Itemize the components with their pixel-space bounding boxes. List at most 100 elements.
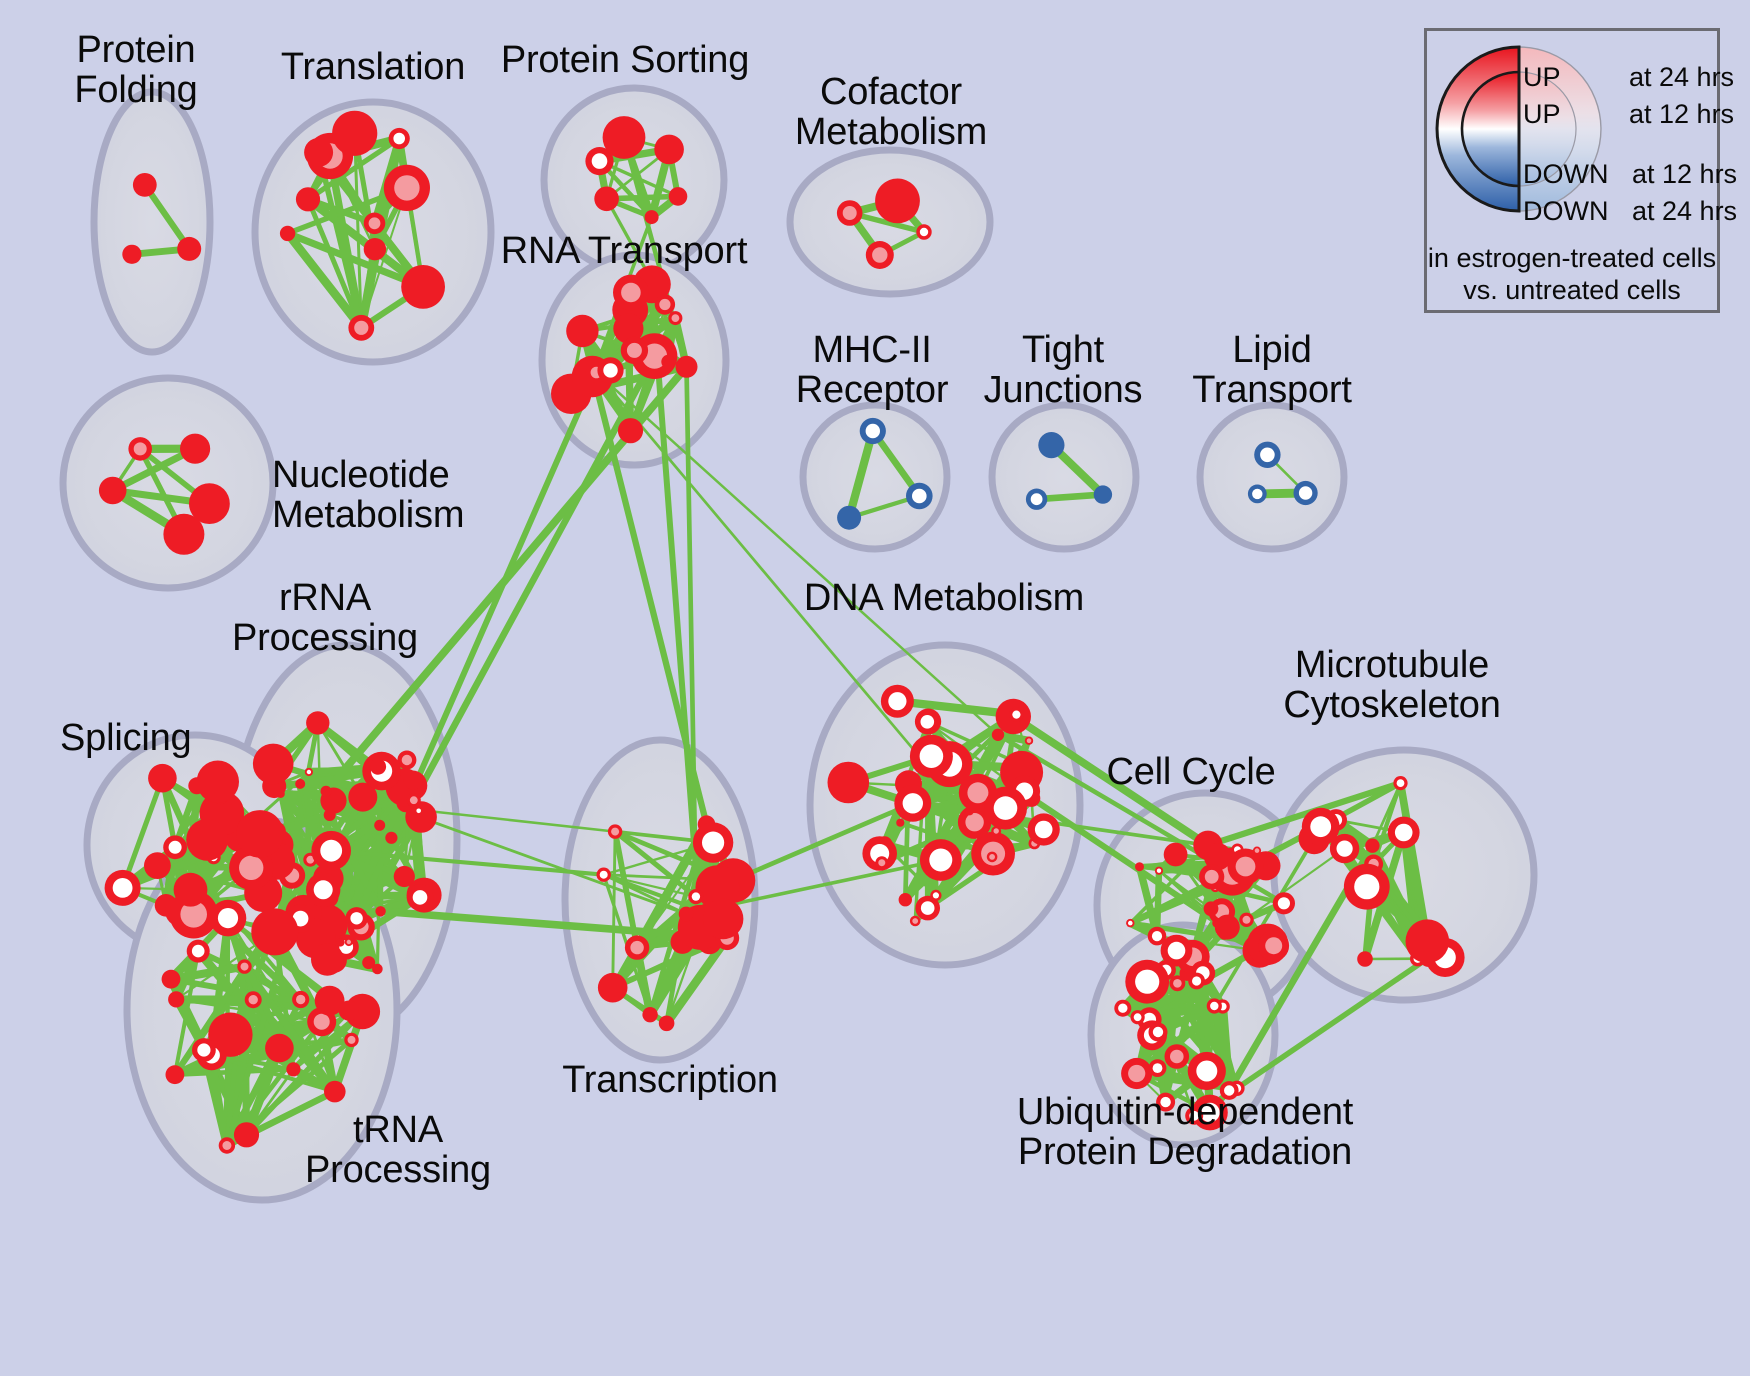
- edge: [1157, 869, 1213, 910]
- node-dna-metabolism: [1027, 813, 1060, 846]
- edge: [172, 949, 201, 1077]
- node-inner-disk: [313, 880, 333, 900]
- node-inner-disk: [993, 796, 1018, 820]
- node-rrna-processing: [406, 884, 434, 911]
- cluster-label-nucleotide-metabolism: Nucleotide Metabolism: [272, 454, 465, 537]
- node-outer-ring: [168, 991, 185, 1008]
- node-dna-metabolism: [1009, 707, 1024, 722]
- edge: [869, 427, 923, 500]
- node-outer-ring: [323, 809, 336, 821]
- node-dna-metabolism: [984, 786, 1027, 830]
- node-mhc-ii-receptor: [859, 417, 886, 445]
- node-rna-transport: [668, 311, 683, 326]
- node-inner-disk: [1336, 840, 1353, 857]
- node-rrna-processing: [304, 767, 313, 777]
- node-ubiquitin-degradation: [1160, 934, 1193, 967]
- node-cofactor-metabolism: [875, 178, 920, 224]
- node-inner-disk: [1254, 848, 1260, 853]
- node-outer-ring: [265, 1033, 294, 1063]
- node-outer-ring: [251, 908, 299, 956]
- node-protein-sorting: [654, 134, 684, 165]
- node-outer-ring: [1214, 914, 1240, 940]
- node-inner-disk: [1394, 823, 1413, 842]
- node-outer-ring: [401, 265, 445, 309]
- node-inner-disk: [1210, 1001, 1219, 1011]
- edge: [172, 1045, 282, 1077]
- node-inner-disk: [112, 878, 133, 898]
- node-outer-ring: [306, 711, 330, 735]
- node-rrna-processing: [252, 743, 294, 785]
- node-outer-ring: [594, 186, 619, 212]
- node-inner-disk: [416, 808, 422, 814]
- edge: [662, 933, 732, 1028]
- node-rrna-processing: [414, 806, 423, 815]
- edge: [283, 229, 366, 333]
- cluster-label-dna-metabolism: DNA Metabolism: [803, 577, 1085, 619]
- node-ubiquitin-degradation: [1219, 1081, 1239, 1100]
- node-inner-disk: [180, 901, 207, 928]
- node-trna-processing: [244, 991, 262, 1009]
- cluster-label-tight-junctions: Tight Junctions: [983, 329, 1143, 412]
- node-outer-ring: [144, 852, 171, 879]
- node-splicing: [104, 869, 141, 906]
- node-inner-disk: [989, 854, 995, 860]
- edge: [109, 445, 199, 495]
- node-inner-disk: [591, 153, 608, 169]
- node-outer-ring: [702, 898, 744, 940]
- node-rna-transport: [661, 354, 676, 369]
- edge: [271, 827, 424, 902]
- node-microtubule-cytoskeleton: [1357, 951, 1373, 967]
- node-inner-disk: [1242, 915, 1251, 924]
- node-cell-cycle: [1163, 842, 1188, 867]
- node-inner-disk: [912, 488, 927, 504]
- node-splicing: [148, 763, 177, 793]
- node-rrna-processing: [311, 943, 344, 976]
- edge: [1396, 779, 1432, 946]
- node-inner-disk: [920, 901, 935, 915]
- node-protein-sorting: [668, 187, 688, 206]
- node-nucleotide-metabolism: [98, 476, 127, 505]
- node-inner-disk: [1235, 856, 1256, 877]
- node-microtubule-cytoskeleton: [1365, 838, 1380, 853]
- node-rrna-processing: [385, 831, 398, 844]
- node-transcription: [658, 1015, 675, 1032]
- node-inner-disk: [1128, 920, 1133, 926]
- edge: [360, 186, 408, 329]
- node-outer-ring: [189, 483, 230, 524]
- edge: [353, 131, 363, 330]
- node-transcription: [596, 867, 611, 882]
- legend-ring-diagram: [1435, 45, 1602, 213]
- node-outer-ring: [180, 433, 211, 464]
- node-inner-disk: [919, 227, 929, 237]
- node-cofactor-metabolism: [836, 200, 863, 226]
- node-tight-junctions: [1025, 488, 1048, 510]
- node-inner-disk: [1034, 820, 1053, 839]
- node-inner-disk: [967, 782, 989, 804]
- node-inner-disk: [878, 859, 886, 867]
- node-inner-disk: [1173, 979, 1182, 988]
- node-inner-disk: [842, 206, 857, 220]
- node-outer-ring: [279, 225, 296, 242]
- node-outer-ring: [644, 210, 659, 225]
- edge: [1162, 980, 1181, 1106]
- node-inner-disk: [1204, 869, 1219, 884]
- inter-cluster-edge: [1009, 712, 1212, 850]
- node-nucleotide-metabolism: [180, 433, 211, 464]
- node-rrna-processing: [393, 865, 415, 888]
- node-splicing: [186, 818, 229, 861]
- node-outer-ring: [405, 801, 437, 833]
- node-outer-ring: [1163, 842, 1188, 867]
- legend-time-2: at 12 hrs: [1632, 159, 1738, 189]
- node-dna-metabolism: [898, 893, 912, 907]
- node-outer-ring: [186, 818, 229, 861]
- node-inner-disk: [965, 813, 984, 832]
- node-inner-disk: [1310, 816, 1332, 838]
- node-inner-disk: [603, 363, 618, 378]
- node-protein-folding: [177, 236, 202, 261]
- node-inner-disk: [1170, 1049, 1184, 1064]
- cluster-label-lipid-transport: Lipid Transport: [1192, 329, 1352, 412]
- node-rna-transport: [597, 357, 624, 384]
- node-inner-disk: [354, 320, 369, 335]
- node-inner-disk: [611, 827, 620, 836]
- node-outer-ring: [161, 969, 181, 989]
